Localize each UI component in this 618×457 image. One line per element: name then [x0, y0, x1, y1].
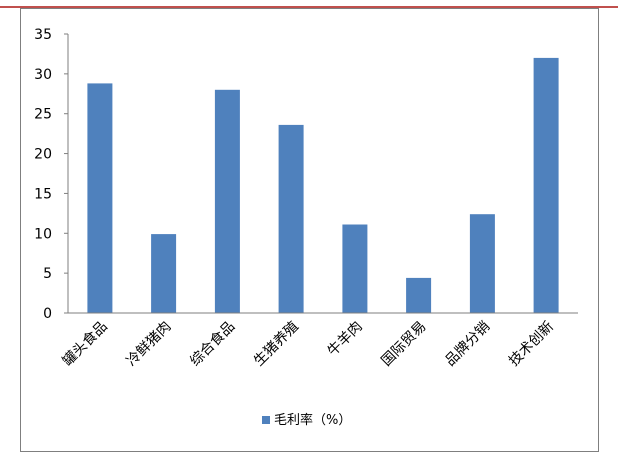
x-axis-labels: 罐头食品 冷鲜猪肉 综合食品 生猪养殖 牛羊肉 国际贸易 品牌分销 技术创新	[59, 318, 557, 370]
bar-6	[406, 277, 432, 313]
top-accent-line	[0, 6, 618, 8]
x-tick-label: 品牌分销	[442, 318, 494, 370]
legend-swatch	[262, 416, 270, 424]
bar-2	[151, 234, 177, 313]
y-tick-label: 35	[34, 27, 52, 43]
y-tick-label: 15	[34, 186, 52, 202]
bar-8	[533, 57, 559, 314]
y-tick-label: 30	[34, 67, 52, 83]
x-tick-label: 技术创新	[506, 319, 557, 370]
axes	[67, 34, 578, 314]
bar-3	[214, 89, 240, 313]
y-tick-label: 5	[43, 266, 52, 282]
x-tick-label: 冷鲜猪肉	[124, 319, 175, 370]
bars	[87, 57, 559, 314]
y-axis-ticks: 0 5 10 15 20 25 30 35	[34, 27, 68, 322]
legend-label: 毛利率（%）	[274, 412, 351, 428]
x-tick-label: 国际贸易	[379, 319, 430, 370]
x-tick-label: 综合食品	[187, 318, 239, 370]
x-tick-label: 生猪养殖	[250, 318, 302, 370]
chart-frame	[20, 8, 599, 452]
legend: 毛利率（%）	[262, 412, 351, 428]
bar-5	[342, 224, 368, 313]
y-tick-label: 25	[34, 107, 52, 123]
bar-4	[278, 124, 304, 314]
y-tick-label: 10	[34, 226, 52, 242]
y-tick-label: 0	[43, 306, 52, 322]
bar-1	[87, 83, 113, 314]
bar-7	[469, 214, 495, 313]
x-tick-label: 罐头食品	[59, 318, 111, 370]
x-tick-label: 牛羊肉	[325, 319, 366, 360]
y-tick-label: 20	[34, 147, 52, 163]
